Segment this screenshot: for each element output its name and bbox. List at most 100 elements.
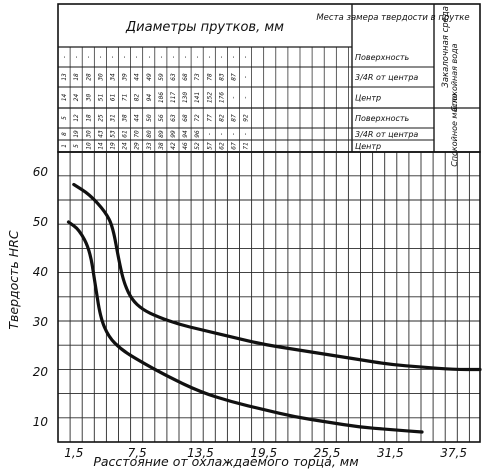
table-cell: 43 <box>97 130 104 138</box>
plot-frame <box>57 151 481 443</box>
table-medium-label: Спокойная вода <box>450 43 459 111</box>
table-cell: 59 <box>158 73 165 81</box>
table-cell: 5 <box>73 144 80 148</box>
table-cell: 19 <box>109 142 116 150</box>
table-cell: 13 <box>61 73 68 81</box>
table-cell: - <box>134 55 141 59</box>
table-place-label: Поверхность <box>355 114 410 123</box>
table-place-label: Центр <box>355 142 381 151</box>
table-cell: 30 <box>85 130 92 139</box>
table-cell: 67 <box>230 142 237 150</box>
table-cell: 53 <box>109 130 116 138</box>
table-cell: 63 <box>170 73 177 81</box>
table-medium-label: Спокойное масло <box>450 93 459 167</box>
table-cell: - <box>218 55 225 59</box>
table-cell: 29 <box>134 142 141 150</box>
table-grid <box>58 47 434 152</box>
table-cell: - <box>170 55 177 59</box>
table-cell: 5 <box>61 116 68 120</box>
table-cell: 38 <box>158 142 165 151</box>
table-cell: 78 <box>206 73 213 81</box>
table-place-label: 3/4R от центра <box>355 130 418 139</box>
table-cell: - <box>158 55 165 59</box>
table-cell: 77 <box>206 114 213 122</box>
table-cell: 92 <box>243 114 250 122</box>
x-tick-label: 7,5 <box>128 446 147 460</box>
table-cell: 28 <box>85 73 92 81</box>
table-place-label: Поверхность <box>355 53 410 62</box>
y-tick-label: 40 <box>33 265 49 279</box>
table-cell: - <box>61 55 68 59</box>
table-cell: 1 <box>61 144 68 148</box>
table-cell: - <box>243 132 250 136</box>
table-cell: 83 <box>218 73 225 81</box>
table-cell: - <box>194 55 201 59</box>
table-cell: 50 <box>146 114 153 122</box>
table-cell: 61 <box>109 94 116 101</box>
table-cell: 94 <box>146 94 153 102</box>
table-cell: 25 <box>97 114 104 122</box>
table-cell: 71 <box>122 94 129 101</box>
x-tick-label: 19,5 <box>250 446 277 460</box>
table-cell: 71 <box>243 142 250 149</box>
x-tick-labels: 1,5 7,5 13,5 19,5 25,5 31,5 37,5 <box>64 446 467 460</box>
table-cell: - <box>109 55 116 59</box>
x-tick-label: 25,5 <box>314 446 341 460</box>
table-cell: 51 <box>97 94 104 101</box>
y-tick-label: 60 <box>33 165 49 179</box>
table-cell: 82 <box>134 94 141 102</box>
table-cell: 44 <box>134 114 141 122</box>
table-cell: 14 <box>61 94 68 102</box>
y-axis-title: Твердость HRC <box>6 230 21 329</box>
chart-series <box>66 182 482 434</box>
table-cell: 80 <box>146 130 153 138</box>
table-cell: - <box>146 55 153 59</box>
chart-grid <box>58 152 480 442</box>
table-cell: 30 <box>85 94 92 103</box>
series-line-1 <box>72 182 482 372</box>
table-place-label: Центр <box>355 94 381 103</box>
table-cell: 52 <box>194 142 201 150</box>
x-tick-label: 1,5 <box>64 446 83 460</box>
table-cell: 96 <box>194 130 201 138</box>
table-cell: 56 <box>158 114 165 122</box>
table-cell: 31 <box>109 114 116 122</box>
table-cell: 24 <box>122 142 129 150</box>
medium-header: Закалочная среда <box>441 6 451 88</box>
table-cell: 99 <box>170 130 177 138</box>
plot-area: 1,5 7,5 13,5 19,5 25,5 31,5 37,5 10 20 30 40 50 60 <box>33 151 482 460</box>
table-cell: 49 <box>146 73 153 81</box>
table-cell: 8 <box>61 132 68 136</box>
table-cell: 130 <box>182 92 189 103</box>
table-cells: - - - - - - - - - - - - - - - -13 18 28 30 34 39 44 49 59 63 68 73… <box>61 55 250 151</box>
table-cell: - <box>243 75 250 79</box>
table-cell: - <box>230 55 237 59</box>
table-cell: 14 <box>97 142 104 150</box>
y-tick-label: 50 <box>33 215 49 229</box>
table-cell: 38 <box>122 114 129 123</box>
table-cell: 57 <box>206 142 213 150</box>
diameter-header: Диаметры прутков, мм <box>125 20 284 35</box>
table-cell: - <box>243 55 250 59</box>
table-cell: 46 <box>182 142 189 150</box>
y-tick-label: 20 <box>33 365 49 379</box>
table-cell: - <box>85 55 92 59</box>
table-cell: 82 <box>218 114 225 122</box>
x-tick-label: 31,5 <box>377 446 404 460</box>
x-tick-label: 13,5 <box>187 446 214 460</box>
x-tick-label: 37,5 <box>440 446 467 460</box>
x-axis-title: Расстояние от охлаждаемого торца, мм <box>93 454 358 469</box>
table-cell: - <box>243 96 250 100</box>
table-cell: 39 <box>122 73 129 82</box>
table-cell: 24 <box>73 94 80 102</box>
table-cell: 68 <box>182 73 189 81</box>
table-cell: 34 <box>109 73 116 82</box>
place-header: Места замера твердости в прутке <box>316 13 469 23</box>
table-cell: 33 <box>146 142 153 151</box>
table-cell: 61 <box>122 130 129 137</box>
table-cell: 152 <box>206 92 213 103</box>
table-cell: - <box>122 55 129 59</box>
table-cell: 63 <box>170 114 177 122</box>
